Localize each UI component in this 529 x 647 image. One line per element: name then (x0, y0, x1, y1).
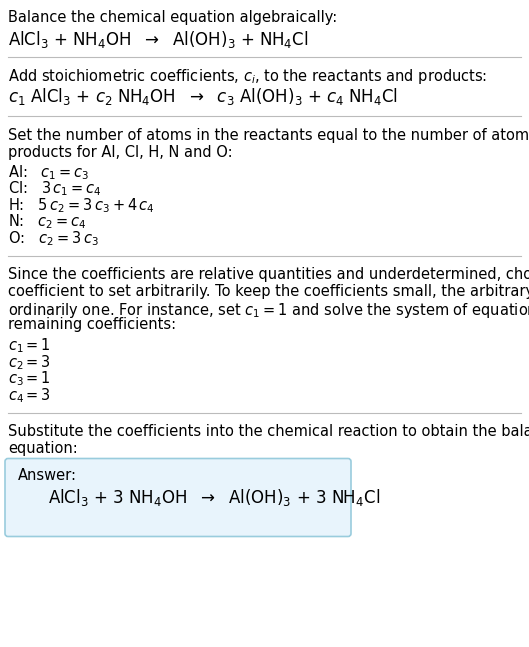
Text: H:   $5\,c_2 = 3\,c_3 + 4\,c_4$: H: $5\,c_2 = 3\,c_3 + 4\,c_4$ (8, 196, 155, 215)
FancyBboxPatch shape (5, 459, 351, 536)
Text: Al:   $c_1 = c_3$: Al: $c_1 = c_3$ (8, 163, 89, 182)
Text: O:   $c_2 = 3\,c_3$: O: $c_2 = 3\,c_3$ (8, 229, 99, 248)
Text: Since the coefficients are relative quantities and underdetermined, choose a: Since the coefficients are relative quan… (8, 267, 529, 283)
Text: Set the number of atoms in the reactants equal to the number of atoms in the: Set the number of atoms in the reactants… (8, 128, 529, 143)
Text: remaining coefficients:: remaining coefficients: (8, 317, 176, 332)
Text: Cl:   $3\,c_1 = c_4$: Cl: $3\,c_1 = c_4$ (8, 179, 102, 198)
Text: $c_4 = 3$: $c_4 = 3$ (8, 386, 51, 405)
Text: AlCl$_3$ + 3 NH$_4$OH  $\rightarrow$  Al(OH)$_3$ + 3 NH$_4$Cl: AlCl$_3$ + 3 NH$_4$OH $\rightarrow$ Al(O… (48, 487, 380, 509)
Text: $c_3 = 1$: $c_3 = 1$ (8, 369, 51, 388)
Text: Add stoichiometric coefficients, $c_i$, to the reactants and products:: Add stoichiometric coefficients, $c_i$, … (8, 67, 487, 85)
Text: ordinarily one. For instance, set $c_1 = 1$ and solve the system of equations fo: ordinarily one. For instance, set $c_1 =… (8, 300, 529, 320)
Text: Balance the chemical equation algebraically:: Balance the chemical equation algebraica… (8, 10, 338, 25)
Text: products for Al, Cl, H, N and O:: products for Al, Cl, H, N and O: (8, 144, 233, 160)
Text: $c_1 = 1$: $c_1 = 1$ (8, 336, 51, 355)
Text: N:   $c_2 = c_4$: N: $c_2 = c_4$ (8, 212, 87, 231)
Text: Substitute the coefficients into the chemical reaction to obtain the balanced: Substitute the coefficients into the che… (8, 424, 529, 439)
Text: coefficient to set arbitrarily. To keep the coefficients small, the arbitrary va: coefficient to set arbitrarily. To keep … (8, 284, 529, 299)
Text: Answer:: Answer: (18, 468, 77, 483)
Text: $c_2 = 3$: $c_2 = 3$ (8, 353, 51, 371)
Text: AlCl$_3$ + NH$_4$OH  $\rightarrow$  Al(OH)$_3$ + NH$_4$Cl: AlCl$_3$ + NH$_4$OH $\rightarrow$ Al(OH)… (8, 28, 308, 50)
Text: equation:: equation: (8, 441, 78, 456)
Text: $c_1$ AlCl$_3$ + $c_2$ NH$_4$OH  $\rightarrow$  $c_3$ Al(OH)$_3$ + $c_4$ NH$_4$C: $c_1$ AlCl$_3$ + $c_2$ NH$_4$OH $\righta… (8, 86, 398, 107)
